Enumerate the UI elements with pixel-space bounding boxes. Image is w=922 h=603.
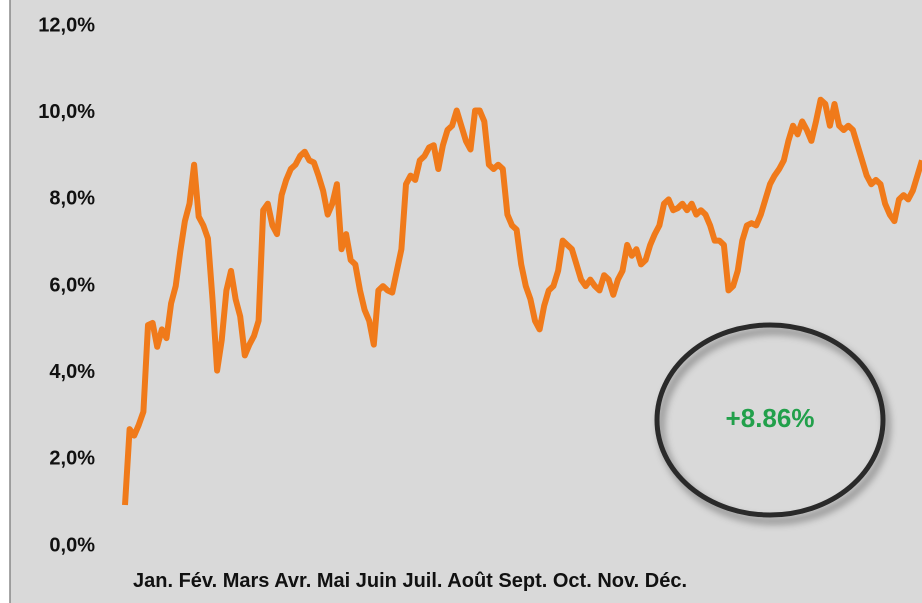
annotation-circle [654,322,886,518]
x-tick-label: Avr. [274,570,312,592]
x-tick-label: Mai [316,570,351,592]
x-tick-label: Jan. [133,570,174,592]
x-tick-label: Août [447,570,493,592]
x-tick-label: Déc. [644,570,688,592]
y-tick-label: 8,0% [49,188,95,210]
x-tick-label: Juil. [402,570,443,592]
plot-background [10,0,922,603]
x-tick-label: Oct. [552,570,592,592]
line [122,96,922,506]
y-tick-label: 12,0% [38,14,95,36]
annotation: +8.86% [726,403,815,433]
y-tick-label: 4,0% [49,361,95,383]
x-tick-label: Nov. [597,570,640,592]
x-tick-label: Sept. [498,570,548,592]
x-tick-label: Fév. [178,570,218,592]
x-tick-label: Mars [222,570,270,592]
y-tick-label: 2,0% [49,448,95,470]
y-tick-label: 6,0% [49,274,95,296]
x-axis-labels: Jan. Fév. Mars Avr. Mai Juin Juil. Août … [133,570,687,593]
y-tick-label: 10,0% [38,101,95,123]
y-tick-label: 0,0% [49,534,95,556]
x-tick-label: Juin [355,570,397,592]
